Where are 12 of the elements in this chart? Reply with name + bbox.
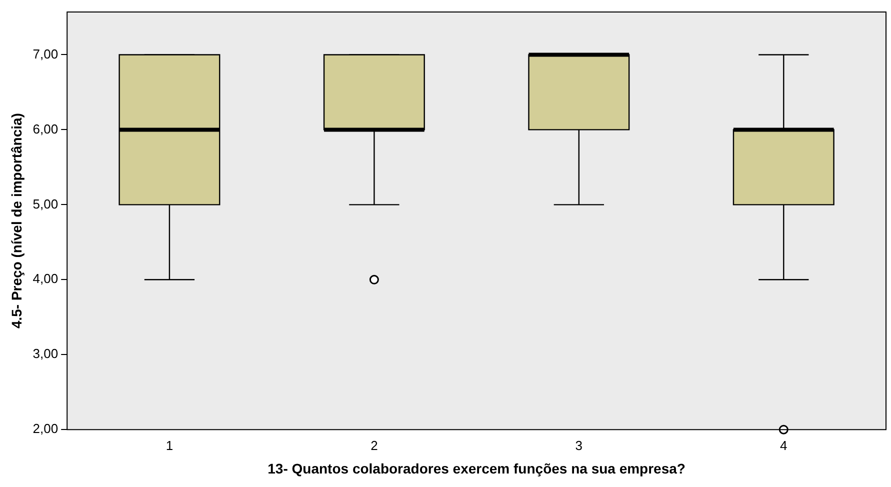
x-tick-label: 1 bbox=[166, 438, 174, 453]
y-tick-label: 3,00 bbox=[32, 346, 58, 362]
x-axis-title: 13- Quantos colaboradores exercem funções na sua empresa? bbox=[268, 460, 686, 476]
y-tick-label: 2,00 bbox=[32, 421, 58, 436]
y-tick-label: 4,00 bbox=[32, 271, 58, 286]
y-axis-title: 4.5- Preço (nível de importância) bbox=[8, 113, 24, 329]
x-tick-label: 3 bbox=[575, 438, 583, 453]
y-tick-label: 7,00 bbox=[32, 46, 58, 62]
y-tick-label: 5,00 bbox=[32, 196, 58, 212]
y-tick-label: 6,00 bbox=[32, 121, 58, 136]
x-tick-label: 4 bbox=[780, 438, 788, 453]
x-tick-label: 2 bbox=[370, 438, 378, 453]
